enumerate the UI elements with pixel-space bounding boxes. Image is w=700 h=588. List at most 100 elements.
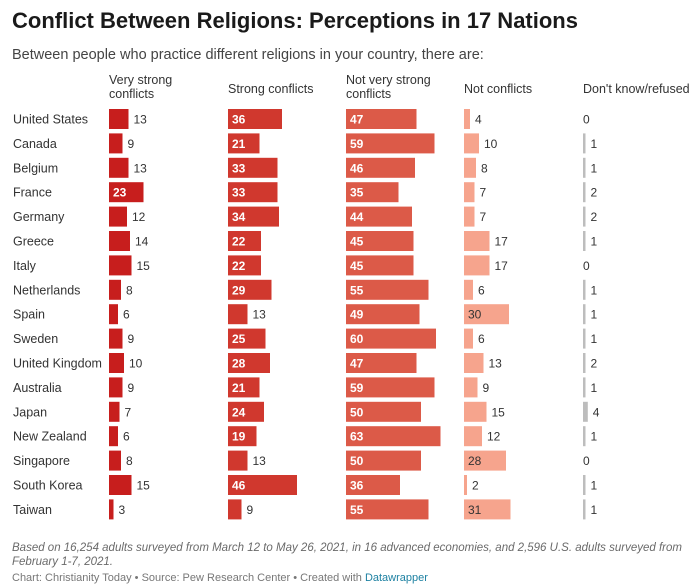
bar (346, 377, 435, 398)
bar (346, 109, 417, 129)
country-label: Belgium (13, 161, 58, 175)
data-label: 1 (591, 479, 598, 493)
bar (583, 157, 586, 178)
data-label: 6 (123, 308, 130, 322)
data-label: 46 (350, 161, 364, 175)
bar (583, 328, 586, 349)
data-label: 1 (591, 283, 598, 297)
country-label: Sweden (13, 332, 58, 346)
bar (464, 255, 490, 276)
data-label: 13 (134, 113, 148, 127)
bar (109, 109, 129, 129)
country-label: Japan (13, 405, 47, 419)
column-header: Strong conflicts (228, 82, 313, 96)
bar (109, 279, 121, 300)
bar (464, 353, 484, 373)
data-label: 34 (232, 210, 246, 224)
data-label: 59 (350, 381, 364, 395)
bar (464, 133, 479, 154)
bar (583, 401, 588, 422)
bar (228, 304, 248, 325)
data-label: 2 (591, 186, 598, 200)
bar (464, 182, 475, 203)
bar (228, 450, 248, 471)
chart-subtitle: Between people who practice different re… (12, 47, 484, 63)
data-label: 4 (475, 113, 482, 127)
chart-footer: Chart: Christianity Today • Source: Pew … (12, 572, 428, 584)
bar (346, 133, 435, 154)
data-label: 13 (253, 454, 267, 468)
bar (228, 426, 257, 447)
bar (109, 499, 114, 520)
country-label: United Kingdom (13, 357, 102, 371)
bar (109, 157, 129, 178)
bar (228, 255, 261, 276)
data-label: 21 (232, 137, 246, 151)
bar (464, 206, 475, 227)
datawrapper-link[interactable]: Datawrapper (364, 572, 428, 584)
column-header: Not very strong conflicts (346, 73, 431, 101)
bar (346, 499, 429, 520)
data-label: 12 (132, 210, 146, 224)
data-label: 14 (135, 235, 149, 249)
chart-note: Based on 16,254 adults surveyed from Mar… (12, 542, 682, 568)
bar (228, 353, 270, 373)
country-label: Germany (13, 210, 65, 224)
data-label: 25 (232, 332, 246, 346)
data-label: 15 (137, 259, 151, 273)
bar (109, 426, 118, 447)
bar (228, 377, 260, 398)
data-label: 9 (483, 381, 490, 395)
data-label: 28 (232, 357, 246, 371)
country-label: Spain (13, 308, 45, 322)
column-header: Very strong conflicts (109, 73, 172, 101)
bar (109, 182, 144, 203)
bar (109, 304, 118, 325)
bar (346, 157, 415, 178)
data-label: 36 (232, 113, 246, 127)
bar (346, 206, 412, 227)
bar (228, 182, 278, 203)
chart-title: Conflict Between Religions: Perceptions … (12, 8, 578, 33)
data-label: 33 (232, 186, 246, 200)
bar (109, 353, 124, 373)
bar (583, 231, 586, 251)
data-label: 31 (468, 503, 482, 517)
bar (583, 279, 586, 300)
data-label: 15 (137, 479, 151, 493)
column-header: Not conflicts (464, 82, 532, 96)
data-label: 44 (350, 210, 364, 224)
data-label: 30 (468, 308, 482, 322)
country-label: Greece (13, 235, 54, 249)
data-label: 22 (232, 259, 246, 273)
data-label: 24 (232, 405, 246, 419)
data-label: 49 (350, 308, 364, 322)
bar (464, 499, 511, 520)
bar (109, 377, 123, 398)
data-label: 1 (591, 381, 598, 395)
data-label: 12 (487, 430, 501, 444)
bar (109, 206, 127, 227)
bar (228, 401, 264, 422)
bar (346, 231, 414, 251)
bar (346, 304, 420, 325)
bar (583, 182, 586, 203)
data-label: 6 (478, 283, 485, 297)
data-label: 10 (129, 357, 143, 371)
country-label: France (13, 186, 52, 200)
bar (464, 401, 487, 422)
bar (109, 328, 123, 349)
bar (464, 304, 509, 325)
data-label: 1 (591, 430, 598, 444)
bar (109, 133, 123, 154)
bar (228, 231, 261, 251)
data-label: 7 (480, 186, 487, 200)
data-label: 45 (350, 235, 364, 249)
bar (228, 499, 242, 520)
bar (583, 133, 586, 154)
data-label: 50 (350, 454, 364, 468)
data-label: 28 (468, 454, 482, 468)
data-label: 6 (123, 430, 130, 444)
country-label: New Zealand (13, 430, 87, 444)
